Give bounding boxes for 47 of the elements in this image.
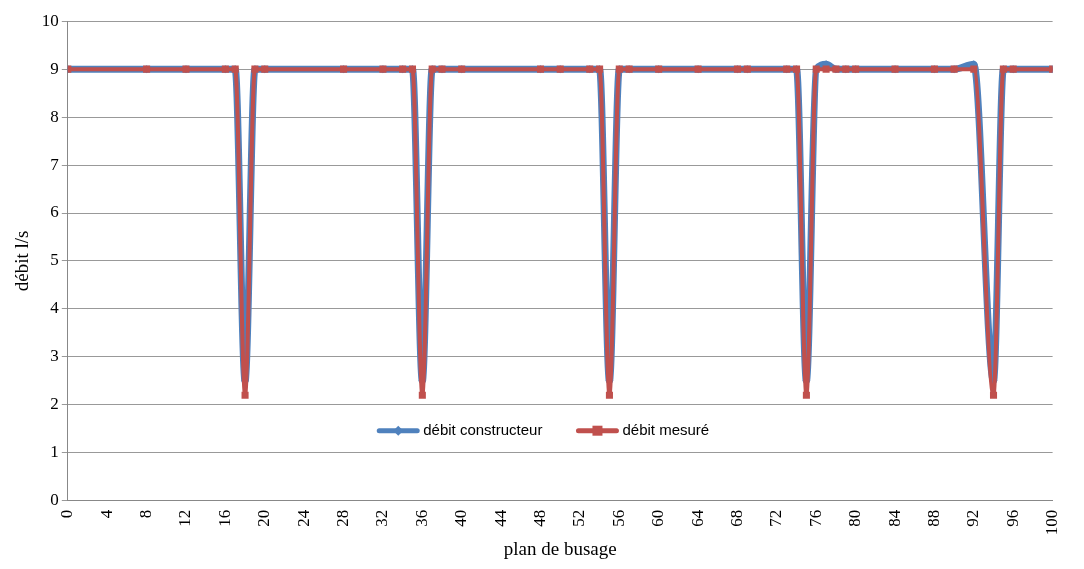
x-tick-label: 20 (254, 509, 274, 527)
x-tick-label: 40 (451, 509, 471, 527)
x-tick-label: 28 (333, 509, 353, 527)
point (605, 391, 613, 399)
x-tick-label: 16 (214, 509, 234, 527)
x-tick-label: 84 (884, 509, 904, 527)
x-tick-label: 72 (766, 509, 786, 527)
x-axis-title: plan de busage (503, 537, 617, 559)
y-tick-label: 8 (50, 106, 59, 126)
y-tick-label: 7 (50, 154, 60, 174)
x-tick-label: 36 (411, 509, 431, 527)
x-tick-label: 68 (726, 509, 746, 527)
x-tick-label: 44 (490, 509, 510, 527)
x-tick-label: 88 (923, 509, 943, 527)
x-tick-label: 48 (529, 509, 549, 527)
x-tick-label: 60 (648, 509, 668, 527)
point (418, 391, 426, 399)
y-tick-label: 10 (41, 10, 59, 30)
x-tick-label: 0 (57, 509, 77, 519)
x-tick-label: 56 (608, 509, 628, 527)
legend-label: débit mesuré (622, 420, 710, 438)
y-tick-label: 3 (50, 346, 59, 366)
y-axis-title: débit l/s (11, 230, 33, 292)
point (241, 391, 249, 399)
y-tick-label: 5 (50, 250, 59, 270)
x-tick-label: 24 (293, 509, 313, 527)
point (822, 65, 830, 73)
x-tick-label: 80 (845, 509, 865, 527)
x-tick-label: 32 (372, 509, 392, 527)
point (989, 391, 998, 399)
x-tick-label: 52 (569, 509, 589, 527)
y-tick-label: 2 (50, 394, 59, 414)
y-tick-label: 6 (50, 202, 59, 222)
x-tick-label: 12 (175, 509, 195, 527)
y-tick-label: 4 (50, 298, 60, 318)
x-tick-label: 4 (96, 509, 116, 519)
y-tick-label: 1 (50, 442, 59, 462)
x-tick-label: 64 (687, 509, 707, 527)
point (802, 391, 810, 399)
x-tick-label: 92 (963, 509, 983, 527)
legend-label: débit constructeur (423, 420, 543, 438)
x-tick-label: 76 (805, 509, 825, 527)
x-tick-label: 8 (136, 509, 156, 519)
y-tick-label: 9 (50, 58, 59, 78)
x-tick-label: 96 (1002, 509, 1022, 527)
point (970, 65, 978, 73)
x-tick-label: 100 (1042, 509, 1062, 536)
